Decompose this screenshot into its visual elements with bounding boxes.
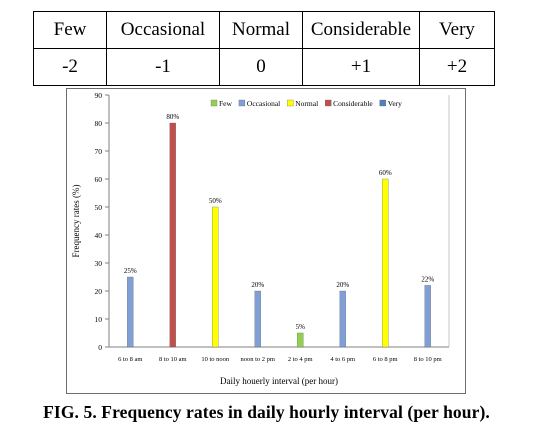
legend-label: Normal — [295, 99, 318, 108]
bar — [169, 122, 176, 348]
y-tick-label: 30 — [95, 259, 103, 268]
legend-swatch — [210, 99, 218, 107]
scale-label-occasional: Occasional — [106, 11, 220, 49]
legend-swatch — [287, 99, 294, 107]
legend-label: Considerable — [333, 99, 373, 108]
bar — [254, 290, 261, 348]
legend-label: Occasional — [247, 99, 280, 108]
x-tick-label: 6 to 8 pm — [373, 356, 398, 363]
y-tick-label: 80 — [95, 119, 103, 128]
figure-caption: FIG. 5. Frequency rates in daily hourly … — [43, 402, 490, 422]
scale-value-very: +2 — [419, 48, 495, 86]
x-tick-label: noon to 2 pm — [241, 356, 276, 363]
chart-frame: 0 10 20 30 40 50 60 70 80 90 6 to 8 am 8 to 10 am 10… — [66, 88, 466, 394]
legend-label: Few — [219, 99, 233, 108]
scale-label-normal: Normal — [219, 11, 303, 49]
scale-value-normal: 0 — [219, 48, 303, 86]
bar-chart: 0 10 20 30 40 50 60 70 80 90 6 to 8 am 8 to 10 am 10… — [71, 91, 450, 386]
y-tick-label: 70 — [95, 147, 103, 156]
x-tick-label: 6 to 8 am — [118, 356, 142, 363]
scale-value-considerable: +1 — [302, 48, 420, 86]
y-tick-label: 10 — [95, 315, 103, 324]
x-tick-label: 4 to 6 pm — [330, 356, 355, 363]
scale-table: Few Occasional Normal Considerable Very … — [33, 11, 495, 86]
data-label: 25% — [124, 267, 137, 275]
bar — [212, 206, 219, 348]
scale-label-row: Few Occasional Normal Considerable Very — [33, 11, 495, 49]
legend-swatch — [379, 99, 386, 107]
y-tick-label: 0 — [98, 343, 102, 352]
plot-area: 0 10 20 30 40 50 60 70 80 90 6 to 8 am 8 to 10 am 10… — [95, 91, 450, 363]
data-label: 20% — [251, 281, 264, 289]
data-label: 80% — [166, 113, 179, 121]
scale-label-very: Very — [419, 11, 495, 49]
bar — [424, 285, 431, 348]
x-tick-label: 10 to noon — [201, 356, 230, 363]
data-label: 50% — [209, 197, 222, 205]
legend-label: Very — [388, 99, 402, 108]
data-label: 20% — [336, 281, 349, 289]
x-tick-label: 8 to 10 am — [159, 356, 187, 363]
y-tick-label: 50 — [95, 203, 103, 212]
scale-value-occasional: -1 — [106, 48, 220, 86]
x-axis-label: Daily houerly interval (per hour) — [220, 376, 338, 386]
y-tick-label: 90 — [95, 91, 103, 100]
y-tick-label: 20 — [95, 287, 103, 296]
bar — [339, 290, 346, 348]
y-tick-label: 40 — [95, 231, 103, 240]
legend: Few Occasional Normal Considerable Very — [210, 99, 402, 108]
scale-value-row: -2 -1 0 +1 +2 — [33, 48, 495, 86]
scale-value-few: -2 — [33, 48, 107, 86]
data-label: 5% — [296, 323, 306, 331]
x-tick-label: 8 to 10 pm — [414, 356, 442, 363]
y-axis-label: Frequency rates (%) — [71, 185, 81, 258]
legend-swatch — [325, 99, 332, 107]
data-label: 22% — [421, 275, 434, 283]
bar — [382, 178, 389, 348]
scale-label-few: Few — [33, 11, 107, 49]
scale-label-considerable: Considerable — [302, 11, 420, 49]
legend-swatch — [238, 99, 246, 107]
bar — [127, 276, 134, 348]
x-tick-label: 2 to 4 pm — [288, 356, 313, 363]
data-label: 60% — [379, 169, 392, 177]
y-tick-label: 60 — [95, 175, 103, 184]
bar — [297, 332, 304, 348]
